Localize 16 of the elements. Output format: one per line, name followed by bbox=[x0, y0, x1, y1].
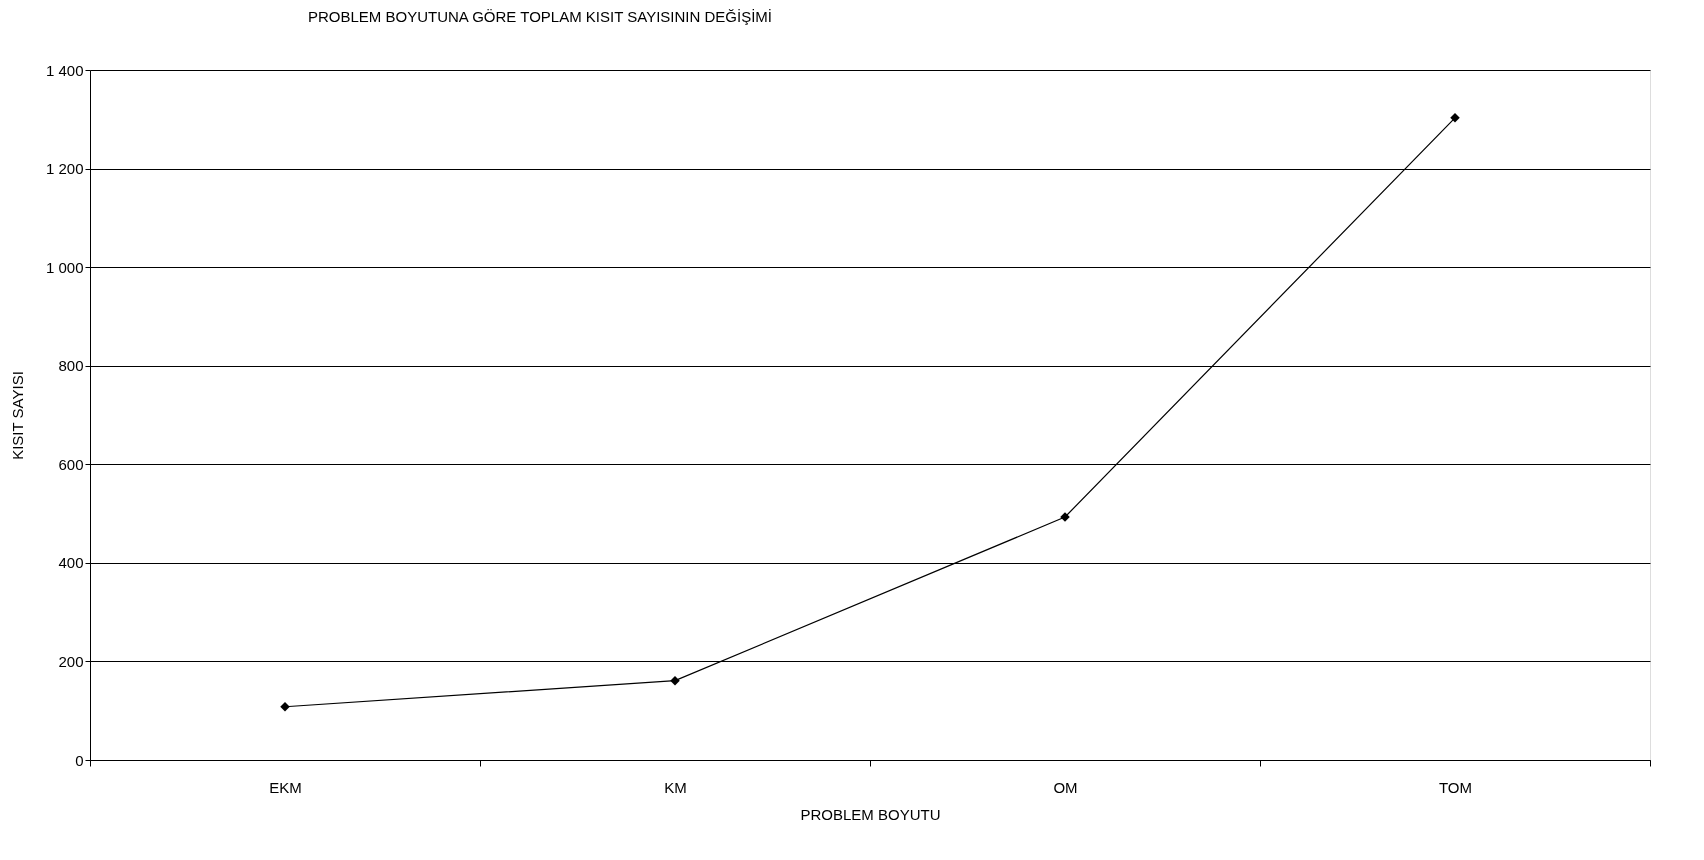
y-tick-label: 800 bbox=[58, 357, 84, 375]
x-tick-label: OM bbox=[1053, 778, 1078, 796]
x-axis-title: PROBLEM BOYUTU bbox=[800, 805, 941, 823]
y-axis-title: KISIT SAYISI bbox=[8, 371, 26, 460]
x-tick-label: KM bbox=[664, 778, 687, 796]
y-tick-label: 0 bbox=[75, 751, 84, 769]
y-tick-label: 1 400 bbox=[45, 61, 84, 79]
point bbox=[670, 675, 680, 686]
y-tick-label: 400 bbox=[58, 554, 84, 572]
x-tick-label: TOM bbox=[1438, 778, 1473, 796]
y-tick-label: 1 000 bbox=[45, 258, 84, 276]
y-tick-label: 1 200 bbox=[45, 160, 84, 178]
y-tick-label: 200 bbox=[58, 652, 84, 670]
chart-title: PROBLEM BOYUTUNA GÖRE TOPLAM KISIT SAYISININ DEĞİŞİMİ bbox=[308, 8, 772, 25]
x-tick-label: EKM bbox=[269, 778, 302, 796]
y-tick-label: 600 bbox=[58, 455, 84, 473]
